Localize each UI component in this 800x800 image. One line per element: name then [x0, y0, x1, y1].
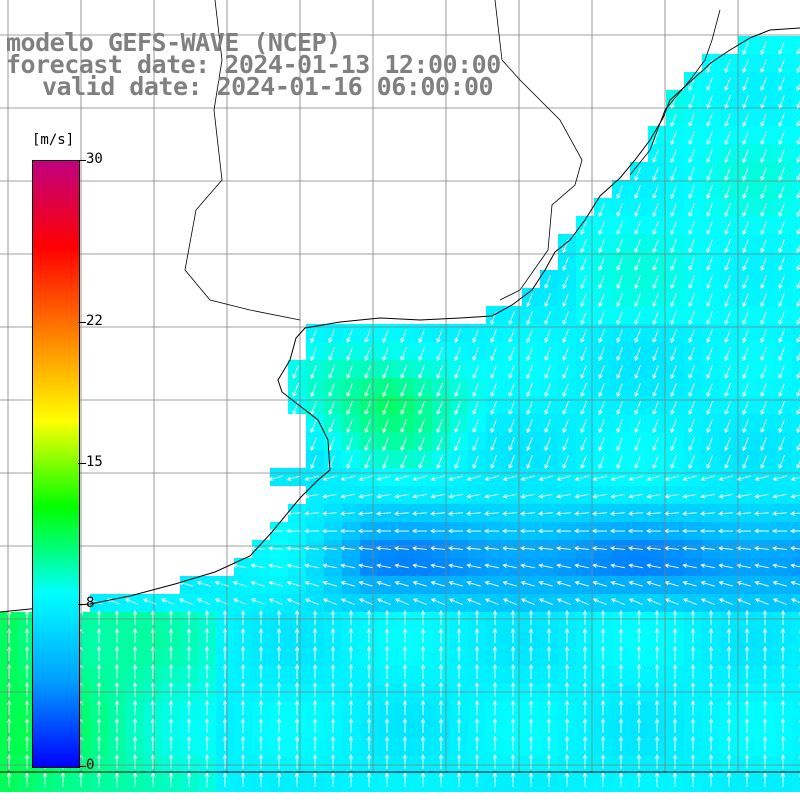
- colorbar-tick-label: 0: [86, 757, 95, 773]
- model-title: modelo GEFS-WAVE (NCEP): [6, 28, 341, 57]
- colorbar-tick-mark: [78, 604, 86, 606]
- colorbar-tick-label: 15: [86, 454, 103, 470]
- colorbar-tick-mark: [78, 160, 86, 161]
- forecast-date: forecast date: 2024-01-13 12:00:00: [6, 50, 501, 79]
- colorbar-tick-label: 8: [86, 595, 95, 612]
- lat-lon-grid: [0, 0, 800, 773]
- colorbar: [32, 160, 80, 768]
- colorbar-tick-label: 22: [86, 312, 103, 329]
- wind-speed-field: [0, 36, 800, 792]
- coastline: [0, 0, 800, 613]
- colorbar-tick-mark: [78, 766, 86, 767]
- colorbar-tick-mark: [78, 463, 86, 464]
- colorbar-tick-label: 30: [86, 151, 103, 167]
- colorbar-units: [m/s]: [32, 132, 75, 148]
- valid-date: valid date: 2024-01-16 06:00:00: [42, 72, 494, 101]
- colorbar-tick-mark: [78, 321, 86, 323]
